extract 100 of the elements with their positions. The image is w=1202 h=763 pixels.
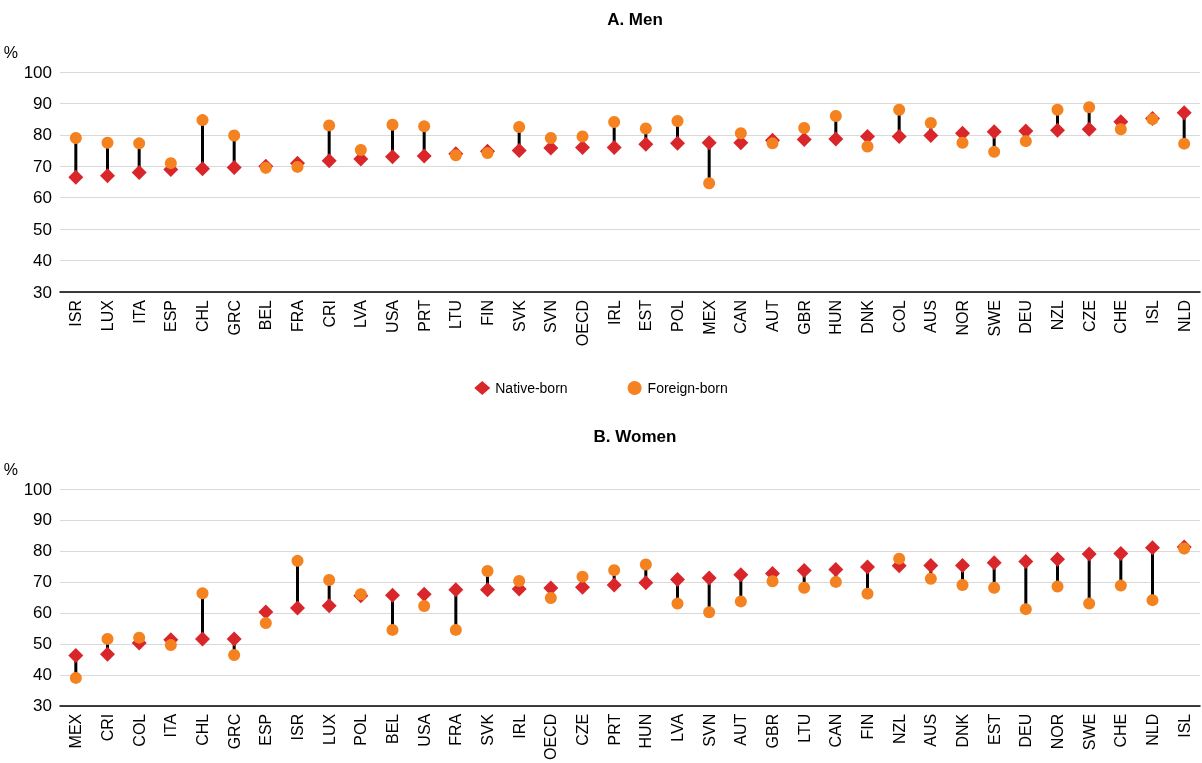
x-tick-label: OECD [574,300,591,347]
point [131,165,147,181]
point [226,160,242,176]
x-tick-label: CHL [194,713,211,746]
point [228,648,241,661]
point [228,129,241,142]
y-tick-label: 60 [33,603,52,623]
y-tick-label: 30 [33,282,52,302]
point [1145,540,1160,556]
legend-label: Native-born [495,380,568,396]
x-tick-label: SVN [542,300,560,333]
x-tick-label: CHL [194,299,211,333]
point [290,600,305,616]
point [1051,580,1064,593]
x-tick-label: LVA [352,299,370,328]
point [354,143,367,156]
x-tick-label: DNK [859,299,876,334]
x-tick-label: LUX [320,713,338,745]
y-tick-label: 80 [33,125,52,145]
point [385,587,400,603]
point [924,572,937,585]
point [734,127,747,140]
x-tick-label: IRL [510,713,528,739]
x-tick-label: CHE [1112,713,1130,748]
point [323,574,336,587]
point [416,148,432,164]
point [1083,101,1096,114]
point [860,128,875,144]
point [671,597,684,610]
point [1018,553,1034,569]
point [734,595,747,608]
point [481,565,494,578]
x-tick-label: BEL [257,299,275,331]
point [606,139,622,155]
y-axis-title: % [3,43,18,61]
point [891,128,907,144]
x-tick-label: CAN [827,713,845,748]
x-tick-label: ESP [162,300,180,333]
point [576,130,589,143]
chart-title: A. Men [607,10,663,29]
point [638,575,654,591]
point [511,143,527,159]
point [416,586,432,602]
point [796,562,812,578]
point [385,149,400,165]
x-tick-label: AUS [922,713,940,747]
point [924,116,937,129]
legend-label: Foreign-born [647,380,728,396]
point [1081,121,1097,137]
y-tick-label: 70 [33,156,52,176]
point [1083,597,1096,610]
point [766,137,779,150]
point [100,646,115,662]
x-tick-label: ISL [1144,299,1161,325]
y-tick-label: 80 [33,541,52,561]
point [259,617,272,630]
x-tick-label: AUS [922,300,940,333]
point [481,147,494,160]
x-tick-label: SWE [1080,713,1098,751]
x-tick-label: NLD [1144,713,1161,746]
x-tick-label: ESP [257,713,275,746]
x-tick-label: EST [637,299,655,332]
point [513,574,526,587]
point [258,604,274,620]
x-tick-label: SVK [510,299,528,333]
point [291,554,304,567]
point [956,579,969,591]
point [733,567,749,583]
x-tick-label: IRL [605,299,623,325]
point [638,136,654,152]
x-tick-label: AUT [732,713,750,746]
point [988,145,1001,158]
x-tick-label: OECD [542,713,560,761]
x-tick-label: FRA [289,299,306,332]
point [923,127,939,143]
point [195,161,210,177]
x-tick-label: ITA [162,713,180,738]
point [101,136,114,149]
point [1081,546,1097,562]
point [1050,551,1065,567]
point [923,557,939,573]
x-tick-label: AUT [764,299,781,332]
x-tick-label: DEU [1017,300,1035,334]
point [828,131,844,147]
point [639,558,652,571]
y-tick-label: 90 [33,93,52,113]
point [133,137,146,150]
point [69,132,82,144]
point [1178,137,1191,150]
point [386,118,399,131]
point [671,115,684,128]
x-tick-label: SVN [700,713,718,747]
point [418,600,431,613]
y-tick-label: 50 [33,634,52,654]
point [1114,579,1127,592]
point [893,552,906,565]
point [513,121,526,133]
point [226,631,242,647]
x-tick-label: POL [669,299,686,333]
x-tick-label: LUX [99,299,116,332]
